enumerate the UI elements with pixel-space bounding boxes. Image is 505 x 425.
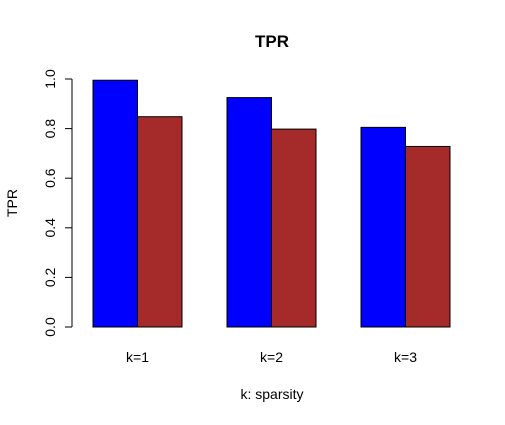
bar-k1-series2	[137, 116, 183, 328]
x-tick-label: k=1	[126, 349, 149, 365]
bar-k3-series1	[360, 126, 406, 328]
x-axis-label: k: sparsity	[240, 386, 303, 402]
y-tick-label: 0.8	[42, 119, 58, 139]
bar-k2-series2	[271, 128, 317, 328]
y-axis-label: TPR	[4, 189, 20, 217]
x-tick-label: k=2	[260, 349, 283, 365]
bar-k2-series1	[226, 97, 272, 328]
y-tick-label: 0.6	[42, 168, 58, 188]
x-tick-labels: k=1 k=2 k=3	[126, 349, 417, 365]
x-tick-label: k=3	[394, 349, 417, 365]
y-tick-label: 0.0	[42, 317, 58, 337]
bar-k1-series1	[92, 79, 138, 328]
y-tick-label: 0.4	[42, 218, 58, 238]
y-tick-label: 1.0	[42, 69, 58, 89]
y-axis: 0.0 0.2 0.4 0.6 0.8 1.0	[42, 69, 73, 337]
chart-title: TPR	[255, 32, 289, 51]
y-tick-label: 0.2	[42, 267, 58, 287]
bars-group	[92, 79, 451, 328]
bar-k3-series2	[405, 145, 451, 328]
